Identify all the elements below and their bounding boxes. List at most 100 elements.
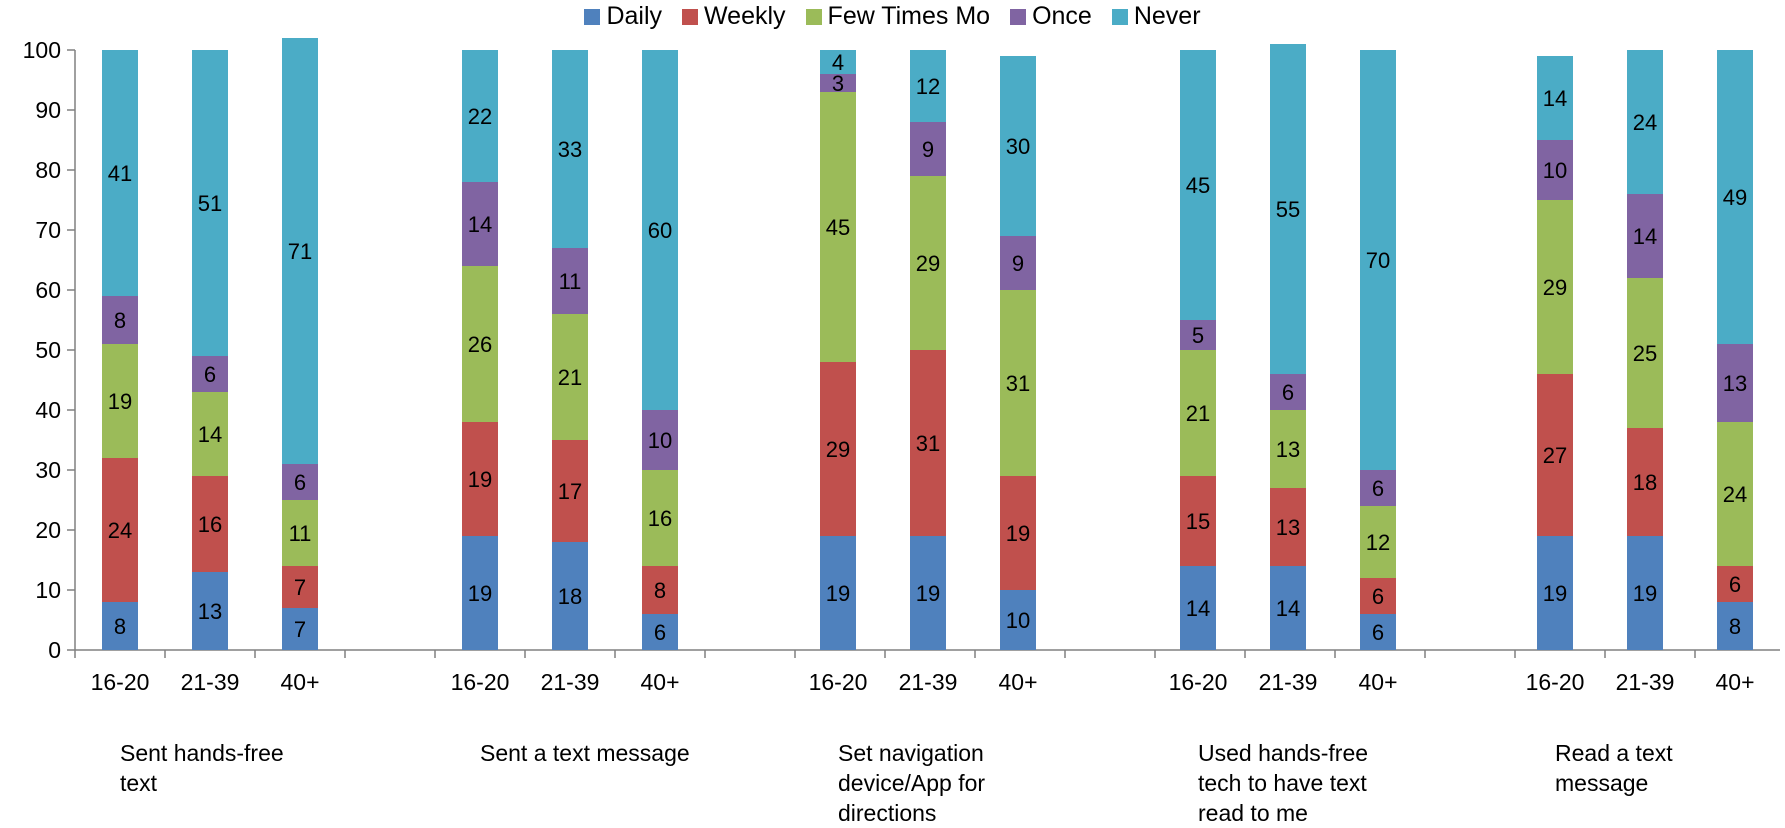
x-category-label: 21-39 (1259, 669, 1318, 695)
y-tick-label: 60 (35, 277, 61, 303)
legend-swatch (682, 8, 699, 25)
bar-segment (1180, 566, 1216, 650)
legend-swatch (805, 8, 822, 25)
data-label: 26 (468, 332, 492, 357)
data-label: 6 (1282, 380, 1294, 405)
y-tick-label: 90 (35, 97, 61, 123)
bar-segment (1537, 200, 1573, 374)
data-label: 27 (1543, 443, 1567, 468)
x-category-label: 16-20 (91, 669, 150, 695)
bar-segment (1627, 536, 1663, 650)
bar-segment (462, 536, 498, 650)
data-label: 29 (826, 437, 850, 462)
bar-segment (282, 500, 318, 566)
legend-item: Daily (584, 2, 662, 31)
legend-swatch (1111, 8, 1128, 25)
legend-label: Weekly (704, 2, 786, 30)
data-label: 12 (916, 74, 940, 99)
bar-segment (552, 542, 588, 650)
bar-segment (1537, 56, 1573, 140)
bar-segment (102, 50, 138, 296)
data-label: 33 (558, 137, 582, 162)
bar-segment (1180, 476, 1216, 566)
group-label: Sent hands-free text (120, 740, 284, 796)
x-category-label: 21-39 (541, 669, 600, 695)
data-label: 14 (468, 212, 492, 237)
x-category-label: 21-39 (899, 669, 958, 695)
bar-segment (1360, 578, 1396, 614)
data-label: 7 (294, 617, 306, 642)
group-label: Sent a text message (480, 740, 690, 766)
data-label: 14 (1276, 596, 1300, 621)
bar-segment (1360, 506, 1396, 578)
bar-segment (1717, 344, 1753, 422)
data-label: 6 (654, 620, 666, 645)
data-label: 19 (826, 581, 850, 606)
bar-segment (1627, 278, 1663, 428)
data-label: 13 (1276, 437, 1300, 462)
y-tick-label: 20 (35, 517, 61, 543)
data-label: 7 (294, 575, 306, 600)
data-label: 31 (1006, 371, 1030, 396)
bar-segment (1000, 476, 1036, 590)
bar-segment (642, 614, 678, 650)
data-label: 17 (558, 479, 582, 504)
x-category-label: 16-20 (1526, 669, 1585, 695)
data-label: 13 (198, 599, 222, 624)
data-label: 19 (108, 389, 132, 414)
data-label: 70 (1366, 248, 1390, 273)
data-label: 6 (204, 362, 216, 387)
data-label: 31 (916, 431, 940, 456)
bar-segment (1717, 602, 1753, 650)
data-label: 19 (1543, 581, 1567, 606)
bar-segment (642, 566, 678, 614)
bar-segment (102, 458, 138, 602)
x-category-label: 40+ (640, 669, 679, 695)
data-label: 14 (198, 422, 222, 447)
legend-swatch (584, 8, 601, 25)
data-label: 25 (1633, 341, 1657, 366)
bar-segment (192, 392, 228, 476)
bar-segment (1270, 410, 1306, 488)
data-label: 14 (1186, 596, 1210, 621)
bar-segment (552, 50, 588, 248)
bar-segment (910, 50, 946, 122)
data-label: 71 (288, 239, 312, 264)
data-label: 18 (558, 584, 582, 609)
bar-segment (102, 296, 138, 344)
bar-segment (102, 344, 138, 458)
data-label: 9 (922, 137, 934, 162)
y-tick-label: 50 (35, 337, 61, 363)
bar-segment (1000, 56, 1036, 236)
bar-segment (1717, 50, 1753, 344)
bar-segment (1000, 590, 1036, 650)
data-label: 24 (1723, 482, 1747, 507)
bar-segment (910, 122, 946, 176)
data-label: 24 (108, 518, 132, 543)
data-label: 10 (1006, 608, 1030, 633)
bar-segment (1360, 614, 1396, 650)
bar-segment (1000, 290, 1036, 476)
legend-item: Once (1010, 2, 1092, 31)
data-label: 3 (832, 71, 844, 96)
bar-segment (192, 572, 228, 650)
data-label: 14 (1633, 224, 1657, 249)
bar-segment (820, 362, 856, 536)
data-label: 19 (468, 467, 492, 492)
data-label: 12 (1366, 530, 1390, 555)
bar-segment (1270, 566, 1306, 650)
y-tick-label: 80 (35, 157, 61, 183)
data-label: 9 (1012, 251, 1024, 276)
data-label: 16 (648, 506, 672, 531)
data-label: 18 (1633, 470, 1657, 495)
data-label: 19 (1633, 581, 1657, 606)
data-label: 45 (1186, 173, 1210, 198)
bar-segment (1537, 140, 1573, 200)
bar-segment (1270, 44, 1306, 374)
x-category-label: 40+ (280, 669, 319, 695)
y-tick-label: 30 (35, 457, 61, 483)
data-label: 10 (1543, 158, 1567, 183)
bar-segment (1180, 320, 1216, 350)
bar-segment (282, 464, 318, 500)
